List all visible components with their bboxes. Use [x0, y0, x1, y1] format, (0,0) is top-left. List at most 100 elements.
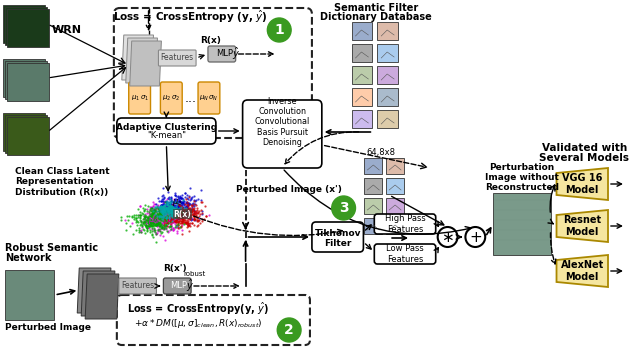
Point	[177, 214, 187, 220]
Point	[160, 217, 170, 222]
Point	[184, 220, 195, 226]
Point	[187, 211, 197, 216]
Point	[175, 205, 185, 210]
Point	[140, 219, 150, 225]
Point	[192, 207, 202, 213]
Point	[180, 220, 191, 226]
Point	[147, 212, 157, 218]
Point	[166, 208, 176, 214]
Point	[152, 213, 162, 218]
Text: Filter: Filter	[324, 239, 351, 247]
Point	[145, 221, 156, 226]
Point	[157, 225, 167, 231]
Point	[156, 223, 166, 229]
Point	[164, 211, 174, 217]
Circle shape	[438, 227, 458, 247]
Point	[177, 214, 187, 219]
Point	[161, 216, 171, 221]
Circle shape	[465, 227, 485, 247]
Point	[163, 214, 173, 219]
Point	[186, 215, 196, 221]
Point	[168, 211, 178, 217]
Point	[178, 208, 188, 214]
Point	[170, 197, 180, 203]
Point	[175, 204, 186, 210]
Point	[159, 220, 169, 225]
Point	[168, 215, 179, 220]
Point	[159, 218, 169, 223]
Point	[180, 219, 191, 225]
Point	[139, 213, 149, 219]
Point	[150, 227, 161, 233]
Point	[148, 214, 159, 220]
FancyBboxPatch shape	[208, 46, 236, 62]
Point	[144, 216, 154, 222]
Point	[166, 209, 176, 215]
Point	[171, 217, 181, 223]
Point	[179, 207, 189, 213]
Point	[138, 211, 148, 216]
Point	[144, 213, 154, 219]
Point	[161, 225, 171, 231]
Point	[159, 195, 169, 201]
Text: Tikhonov: Tikhonov	[314, 228, 361, 238]
Point	[147, 214, 157, 220]
Text: robust: robust	[183, 271, 205, 277]
Point	[148, 219, 159, 225]
Point	[145, 217, 156, 222]
Point	[161, 215, 171, 220]
Point	[170, 212, 180, 218]
Point	[164, 209, 175, 215]
Point	[183, 219, 193, 224]
Point	[168, 205, 178, 211]
FancyBboxPatch shape	[386, 158, 404, 174]
Point	[116, 214, 127, 220]
Point	[141, 226, 152, 231]
FancyBboxPatch shape	[129, 82, 150, 114]
Point	[190, 198, 200, 204]
Point	[154, 221, 164, 226]
Point	[180, 211, 191, 216]
Point	[147, 228, 157, 234]
Point	[154, 208, 164, 214]
Point	[173, 225, 184, 231]
Text: 2: 2	[284, 323, 294, 337]
Point	[155, 228, 165, 234]
Point	[163, 219, 173, 225]
Point	[172, 202, 182, 207]
Point	[143, 212, 154, 218]
Point	[142, 228, 152, 234]
Point	[185, 206, 195, 211]
Point	[167, 202, 177, 208]
Point	[159, 206, 170, 211]
Point	[173, 220, 183, 226]
Point	[164, 217, 174, 222]
Point	[169, 207, 179, 212]
Point	[166, 223, 177, 229]
Point	[145, 215, 156, 220]
Point	[162, 203, 172, 209]
Point	[172, 222, 182, 228]
Point	[178, 215, 188, 221]
Point	[175, 209, 185, 215]
Point	[177, 205, 188, 211]
Point	[159, 216, 170, 221]
Point	[164, 208, 174, 214]
Point	[124, 217, 134, 222]
Point	[184, 208, 195, 214]
Point	[156, 221, 166, 227]
Point	[156, 215, 166, 221]
Point	[157, 198, 168, 204]
Point	[157, 207, 168, 213]
Point	[161, 205, 172, 210]
Point	[133, 213, 143, 218]
Point	[147, 211, 157, 216]
Point	[145, 219, 156, 225]
Point	[165, 202, 175, 208]
Point	[184, 221, 194, 227]
Point	[151, 222, 161, 228]
Text: Loss = CrossEntropy(y, $\hat{y}$): Loss = CrossEntropy(y, $\hat{y}$)	[127, 301, 269, 317]
Point	[157, 218, 168, 223]
Point	[166, 206, 176, 212]
Point	[180, 210, 190, 215]
